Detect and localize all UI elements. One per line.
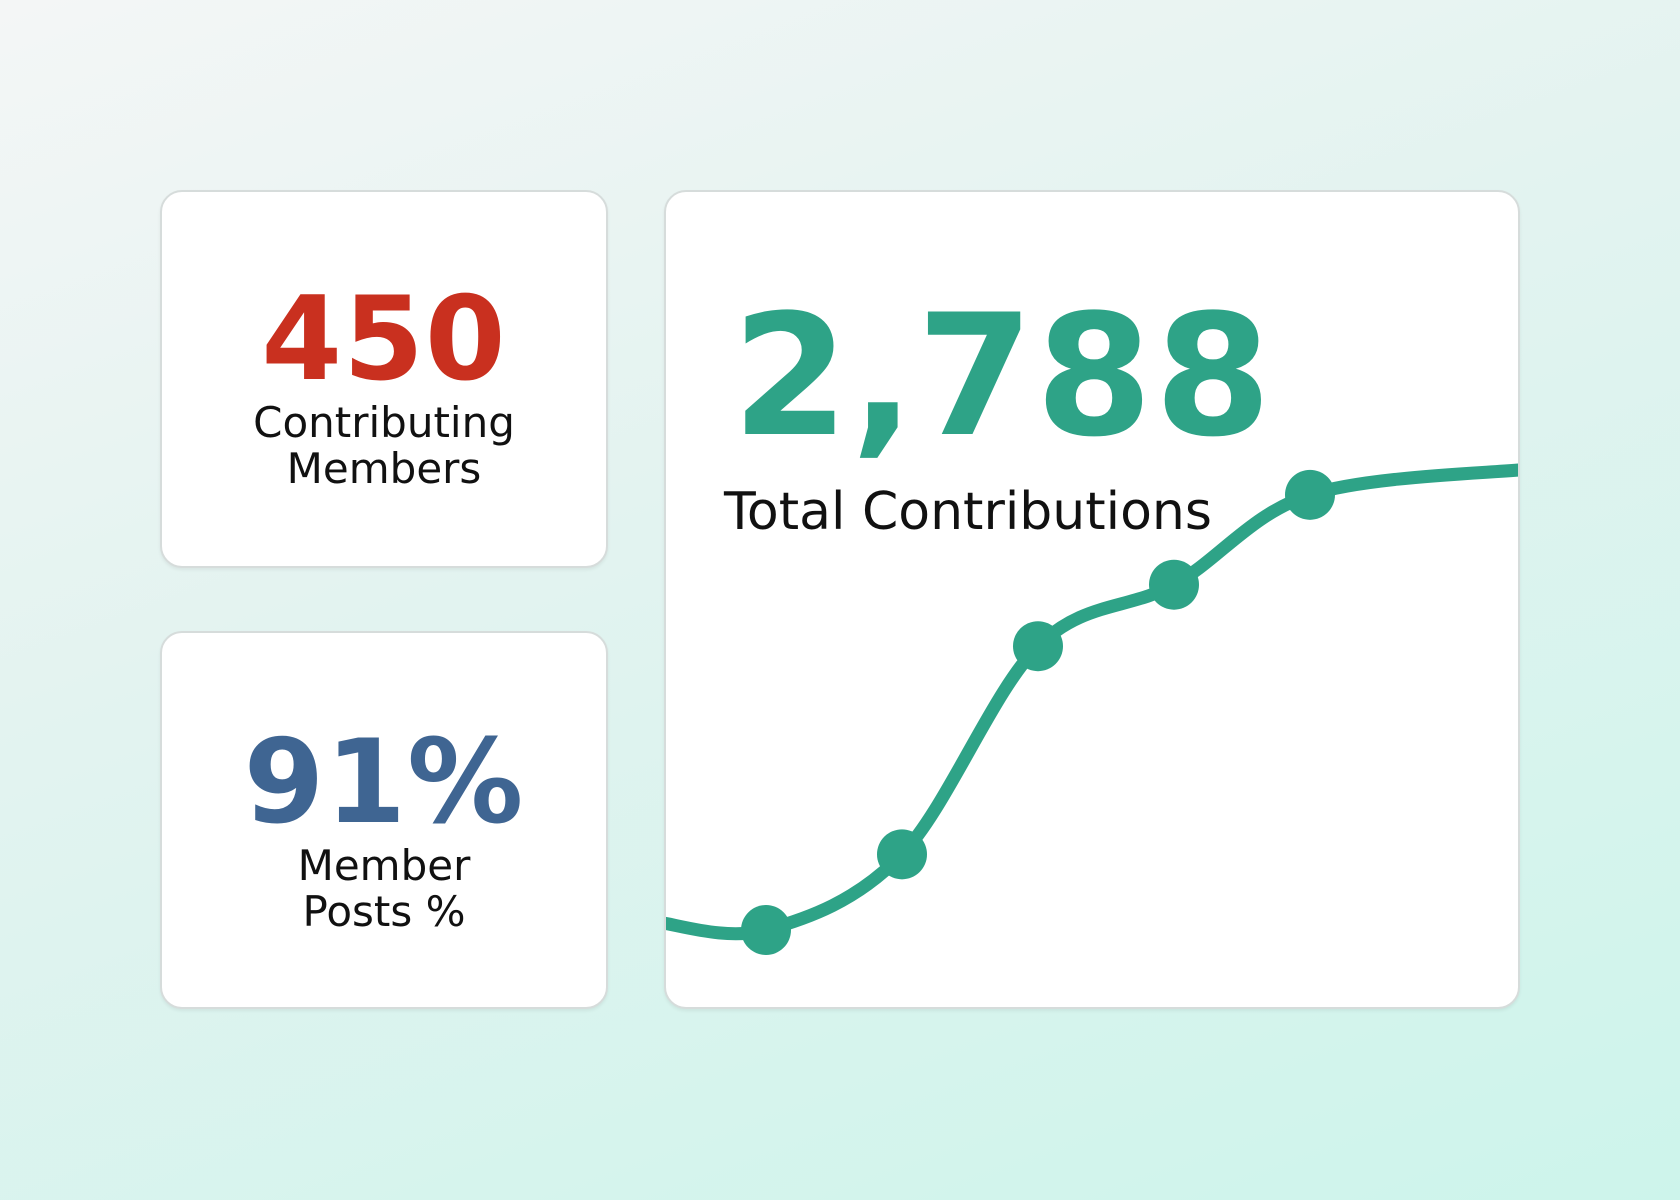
members-count-label: Contributing Members — [162, 400, 606, 492]
trend-points — [741, 469, 1335, 955]
contributing-members-card: 450 Contributing Members — [160, 190, 608, 568]
trend-point-4 — [1149, 559, 1199, 610]
trend-point-2 — [877, 829, 927, 880]
members-count-value: 450 — [261, 272, 507, 407]
posts-label-line-1: Member — [297, 841, 471, 890]
posts-stat: 91% Member Posts % — [162, 723, 606, 935]
members-label-line-1: Contributing — [253, 398, 515, 447]
total-contributions-value: 2,788 — [732, 278, 1274, 474]
members-label-line-2: Members — [286, 444, 482, 493]
total-contributions-card: 2,788 Total Contributions — [664, 190, 1520, 1009]
member-posts-percent-value: 91% — [243, 715, 525, 850]
contributions-trend-chart — [666, 463, 1518, 955]
posts-label-line-2: Posts % — [302, 887, 466, 936]
trend-point-1 — [741, 905, 791, 955]
member-posts-percent-label: Member Posts % — [162, 843, 606, 935]
member-posts-card: 91% Member Posts % — [160, 631, 608, 1009]
trend-point-5 — [1285, 469, 1335, 520]
trend-point-3 — [1013, 621, 1063, 672]
total-contributions-label: Total Contributions — [724, 482, 1212, 542]
members-stat: 450 Contributing Members — [162, 280, 606, 492]
